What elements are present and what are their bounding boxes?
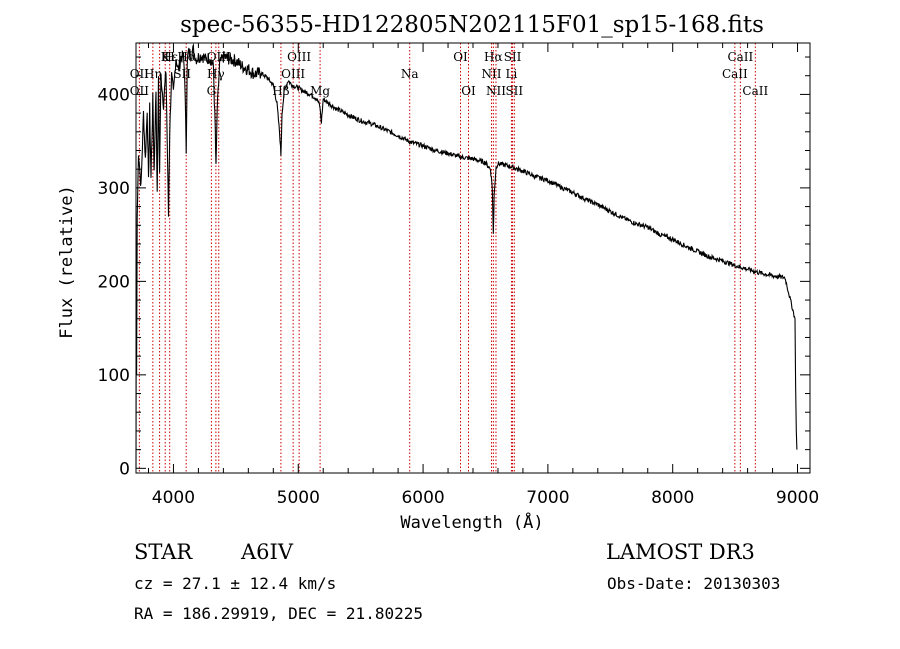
redshift-cz: cz = 27.1 ± 12.4 km/s: [134, 574, 336, 593]
x-axis-label: Wavelength (Å): [400, 511, 543, 533]
y-tick-label: 200: [98, 272, 130, 292]
object-subclass: A6IV: [240, 540, 294, 564]
object-class: STAR: [134, 540, 193, 564]
line-label: Na: [401, 67, 419, 81]
obs-date: Obs-Date: 20130303: [607, 574, 780, 593]
x-tick-label: 8000: [651, 488, 694, 508]
line-label: NII: [481, 67, 501, 81]
line-label: SII: [505, 84, 523, 98]
line-label: OI: [453, 50, 468, 64]
y-tick-label: 100: [98, 366, 130, 386]
x-axis: 4000 5000 6000 7000 8000 9000: [147, 43, 819, 508]
y-axis: 0 100 200 300 400: [98, 56, 810, 479]
line-label: SII: [173, 67, 191, 81]
line-label: NII: [486, 84, 506, 98]
line-label: K: [161, 50, 171, 64]
line-label: Li: [506, 67, 518, 81]
spectrum-line: [135, 42, 798, 469]
x-tick-label: 9000: [776, 488, 819, 508]
x-tick-label: 4000: [152, 488, 195, 508]
line-label: OIII: [287, 50, 311, 64]
line-label: OIII: [281, 67, 305, 81]
chart-title: spec-56355-HD122805N202115F01_sp15-168.f…: [180, 12, 764, 38]
survey-name: LAMOST DR3: [606, 540, 755, 564]
line-label: Hγ: [207, 67, 225, 81]
y-tick-label: 400: [98, 85, 130, 105]
line-label: OII: [130, 67, 150, 81]
line-label: CaII: [722, 67, 748, 81]
line-label: Hα: [484, 50, 503, 64]
line-markers: [138, 43, 756, 473]
x-tick-label: 6000: [401, 488, 444, 508]
y-tick-label: 0: [119, 459, 130, 479]
y-tick-label: 300: [98, 179, 130, 199]
line-label: H: [164, 50, 174, 64]
line-label: Hη: [144, 67, 162, 81]
line-label: Hε: [161, 50, 178, 64]
coordinates: RA = 186.29919, DEC = 21.80225: [134, 604, 423, 623]
x-tick-label: 5000: [277, 488, 320, 508]
line-label: OI: [461, 84, 476, 98]
line-label: OII: [130, 84, 150, 98]
x-tick-label: 7000: [526, 488, 569, 508]
line-label: G: [207, 84, 217, 98]
line-label: Mg: [310, 84, 330, 98]
line-label: SII: [504, 50, 522, 64]
line-label: CaII: [727, 50, 753, 64]
y-axis-label: Flux (relative): [57, 185, 77, 339]
line-label: CaII: [742, 84, 768, 98]
